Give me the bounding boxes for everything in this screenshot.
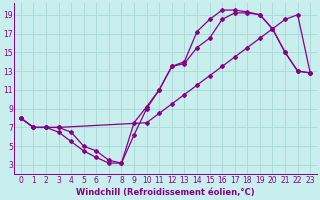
X-axis label: Windchill (Refroidissement éolien,°C): Windchill (Refroidissement éolien,°C) (76, 188, 255, 197)
